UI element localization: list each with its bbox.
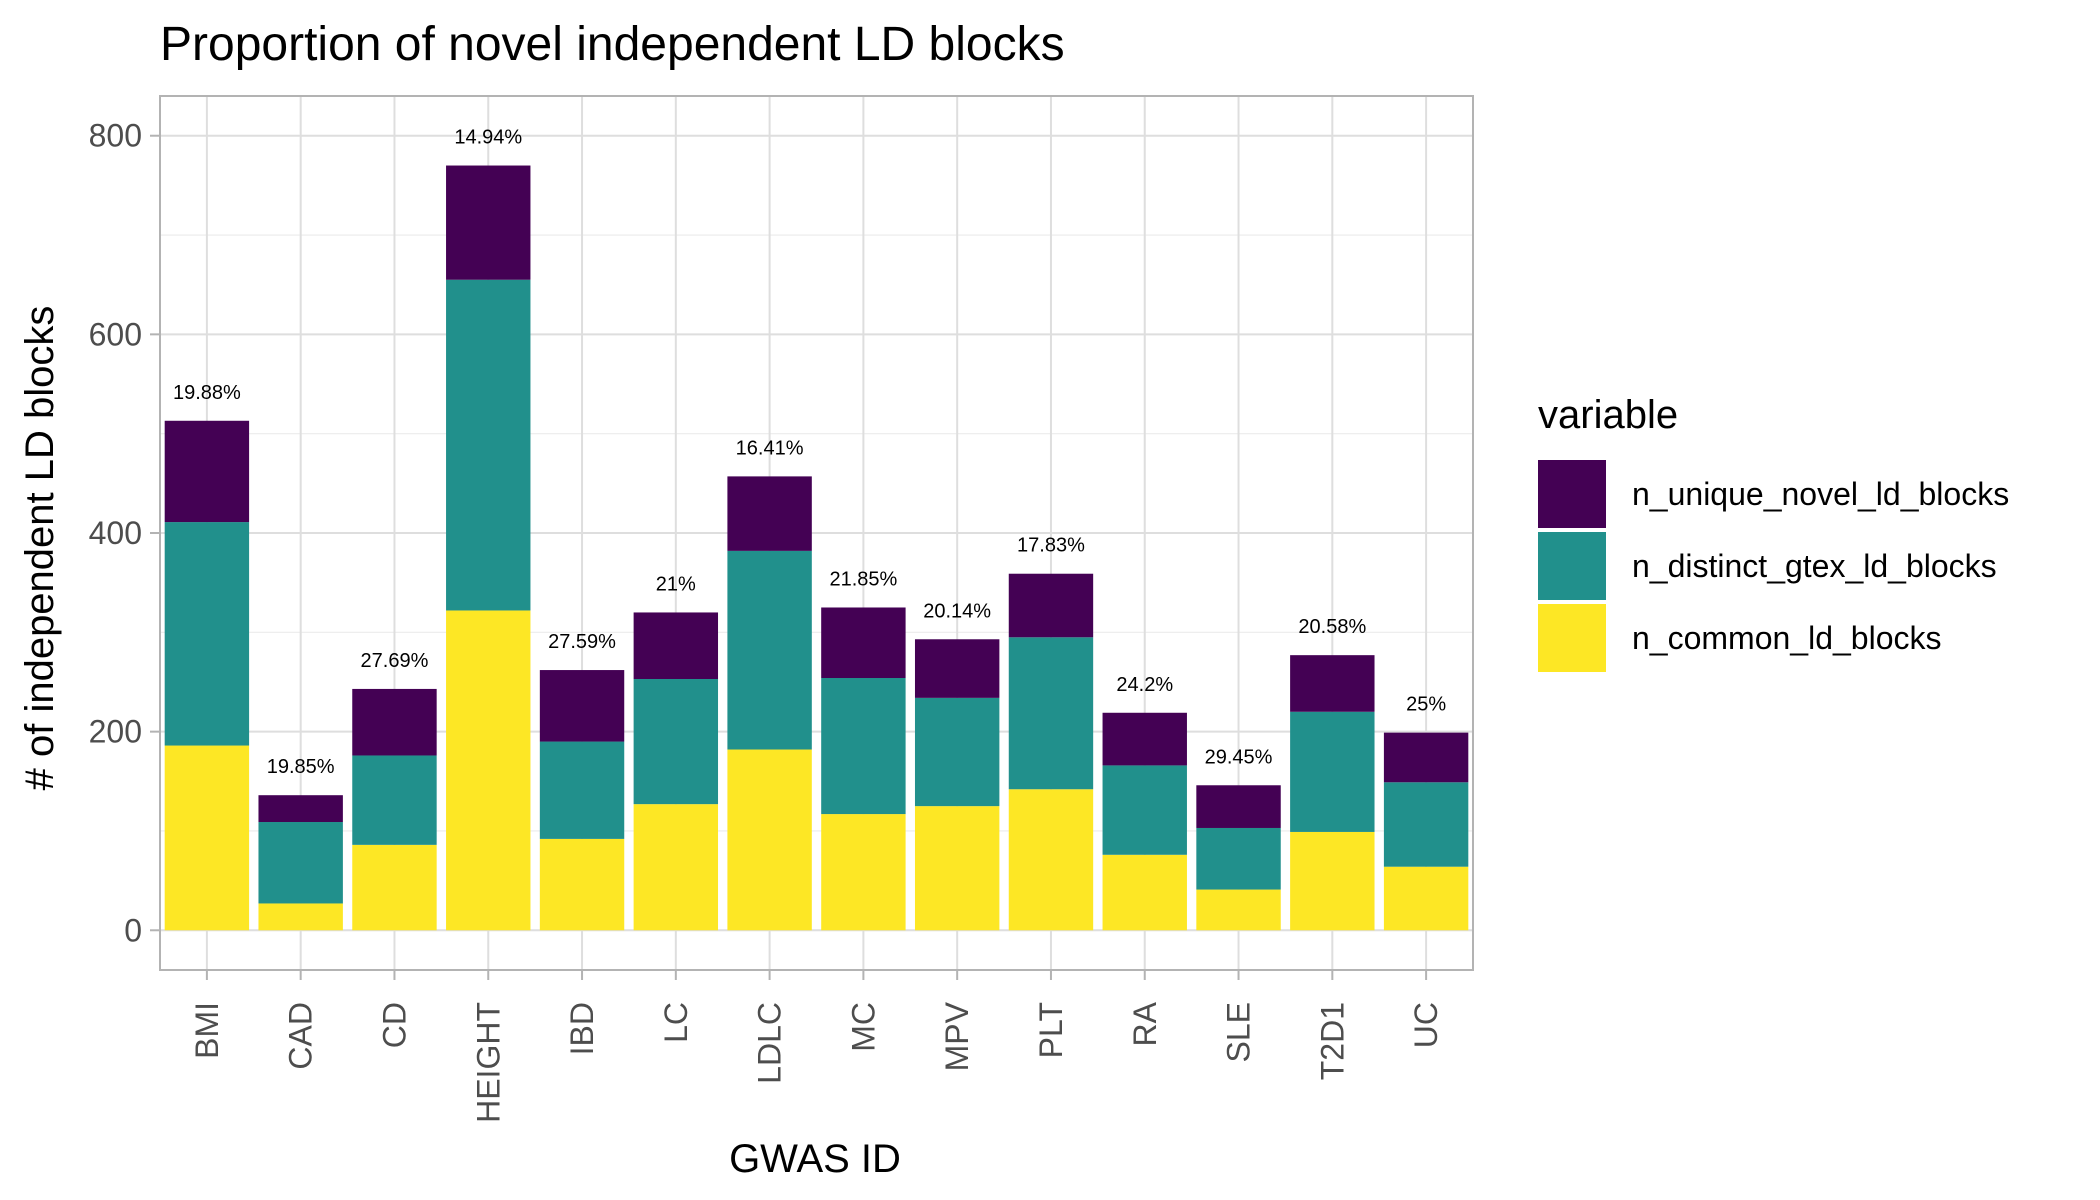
bar-n_unique_novel_ld_blocks-MC — [821, 607, 906, 679]
data-label: 14.94% — [454, 127, 522, 149]
bar-n_distinct_gtex_ld_blocks-CAD — [258, 822, 343, 904]
x-axis: BMI CAD CD HEIGHT IBD LC LDLC MC MPV PLT RA SLE T2D1… — [189, 970, 1444, 1123]
x-tick-label: CD — [376, 1002, 412, 1048]
y-tick-label: 800 — [89, 118, 142, 154]
data-label: 29.45% — [1205, 746, 1273, 768]
data-label: 27.69% — [361, 650, 429, 672]
x-tick-label: SLE — [1221, 1002, 1257, 1062]
bar-n_common_ld_blocks-T2D1 — [1290, 831, 1375, 931]
bar-n_common_ld_blocks-LDLC — [727, 749, 812, 931]
y-tick-label: 400 — [89, 515, 142, 551]
legend: variable n_unique_novel_ld_blocks n_disti… — [1538, 393, 2009, 672]
y-tick-label: 0 — [124, 912, 142, 948]
data-label: 19.85% — [267, 756, 335, 778]
x-tick-label: CAD — [283, 1002, 319, 1070]
data-label: 21.85% — [829, 568, 897, 590]
x-tick-label: IBD — [564, 1002, 600, 1055]
bar-n_common_ld_blocks-MC — [821, 814, 906, 931]
bar-n_common_ld_blocks-CD — [352, 844, 437, 931]
bar-n_distinct_gtex_ld_blocks-CD — [352, 755, 437, 845]
bar-n_common_ld_blocks-LC — [633, 804, 719, 931]
bar-n_distinct_gtex_ld_blocks-MC — [821, 678, 906, 815]
x-tick-label: RA — [1127, 1001, 1163, 1046]
bar-n_unique_novel_ld_blocks-T2D1 — [1290, 655, 1375, 712]
x-tick-label: MC — [845, 1002, 881, 1052]
data-labels: 19.88% 19.85% 27.69% 14.94% 27.59% 21% 16.41% 2… — [173, 127, 1446, 779]
x-tick-label: T2D1 — [1314, 1002, 1350, 1080]
bar-n_common_ld_blocks-MPV — [914, 806, 1000, 931]
y-tick-label: 600 — [89, 316, 142, 352]
bar-n_distinct_gtex_ld_blocks-LC — [633, 678, 719, 805]
data-label: 19.88% — [173, 382, 241, 404]
x-tick-label: MPV — [939, 1001, 975, 1071]
bar-n_unique_novel_ld_blocks-LC — [633, 612, 719, 679]
bar-n_unique_novel_ld_blocks-IBD — [539, 670, 625, 742]
data-label: 27.59% — [548, 631, 616, 653]
data-label: 16.41% — [736, 437, 804, 459]
bar-n_distinct_gtex_ld_blocks-MPV — [914, 697, 1000, 807]
x-tick-label: BMI — [189, 1002, 225, 1059]
legend-label: n_unique_novel_ld_blocks — [1632, 476, 2009, 512]
data-label: 25% — [1406, 694, 1446, 716]
y-axis: 0 200 400 600 800 — [89, 95, 1474, 971]
data-label: 21% — [656, 573, 696, 595]
bar-n_distinct_gtex_ld_blocks-LDLC — [727, 550, 812, 750]
bar-n_distinct_gtex_ld_blocks-IBD — [539, 741, 625, 839]
y-axis-title: # of independent LD blocks — [18, 306, 62, 791]
bar-n_unique_novel_ld_blocks-RA — [1102, 712, 1187, 766]
bar-n_unique_novel_ld_blocks-UC — [1383, 732, 1469, 783]
bar-n_common_ld_blocks-UC — [1383, 866, 1469, 931]
bar-n_common_ld_blocks-CAD — [258, 903, 343, 931]
legend-swatch-n_unique_novel_ld_blocks — [1538, 460, 1606, 528]
data-label: 24.2% — [1116, 674, 1173, 696]
bar-n_unique_novel_ld_blocks-BMI — [164, 420, 250, 523]
data-label: 20.14% — [923, 600, 991, 622]
bars — [164, 165, 1469, 931]
bar-n_unique_novel_ld_blocks-SLE — [1196, 785, 1281, 828]
x-tick-label: LC — [658, 1002, 694, 1043]
data-label: 20.58% — [1298, 616, 1366, 638]
bar-n_distinct_gtex_ld_blocks-RA — [1102, 765, 1187, 855]
legend-title: variable — [1538, 393, 1678, 437]
bar-n_unique_novel_ld_blocks-CAD — [258, 795, 343, 823]
data-label: 17.83% — [1017, 535, 1085, 557]
legend-swatch-n_common_ld_blocks — [1538, 604, 1606, 672]
bar-n_common_ld_blocks-IBD — [539, 838, 625, 931]
bar-n_common_ld_blocks-BMI — [164, 745, 250, 931]
legend-label: n_common_ld_blocks — [1632, 620, 1942, 656]
bar-n_unique_novel_ld_blocks-HEIGHT — [446, 165, 531, 280]
x-axis-title: GWAS ID — [729, 1137, 901, 1181]
bar-n_common_ld_blocks-HEIGHT — [446, 610, 531, 931]
bar-n_unique_novel_ld_blocks-PLT — [1008, 573, 1094, 638]
bar-n_distinct_gtex_ld_blocks-BMI — [164, 522, 250, 746]
bar-n_distinct_gtex_ld_blocks-PLT — [1008, 637, 1094, 790]
x-tick-label: LDLC — [752, 1002, 788, 1084]
bar-n_unique_novel_ld_blocks-MPV — [914, 639, 1000, 698]
chart-title: Proportion of novel independent LD block… — [160, 18, 1065, 71]
bar-n_distinct_gtex_ld_blocks-HEIGHT — [446, 279, 531, 611]
bar-n_distinct_gtex_ld_blocks-SLE — [1196, 827, 1281, 890]
legend-label: n_distinct_gtex_ld_blocks — [1632, 548, 1997, 584]
x-tick-label: UC — [1408, 1002, 1444, 1048]
bar-n_common_ld_blocks-PLT — [1008, 789, 1094, 931]
bar-n_distinct_gtex_ld_blocks-UC — [1383, 782, 1469, 867]
bar-n_unique_novel_ld_blocks-LDLC — [727, 476, 812, 551]
x-tick-label: PLT — [1033, 1002, 1069, 1058]
x-tick-label: HEIGHT — [470, 1002, 506, 1123]
bar-n_unique_novel_ld_blocks-CD — [352, 688, 437, 756]
legend-swatch-n_distinct_gtex_ld_blocks — [1538, 532, 1606, 600]
bar-n_common_ld_blocks-RA — [1102, 854, 1187, 931]
y-tick-label: 200 — [89, 714, 142, 750]
bar-n_distinct_gtex_ld_blocks-T2D1 — [1290, 711, 1375, 832]
bar-n_common_ld_blocks-SLE — [1196, 889, 1281, 931]
